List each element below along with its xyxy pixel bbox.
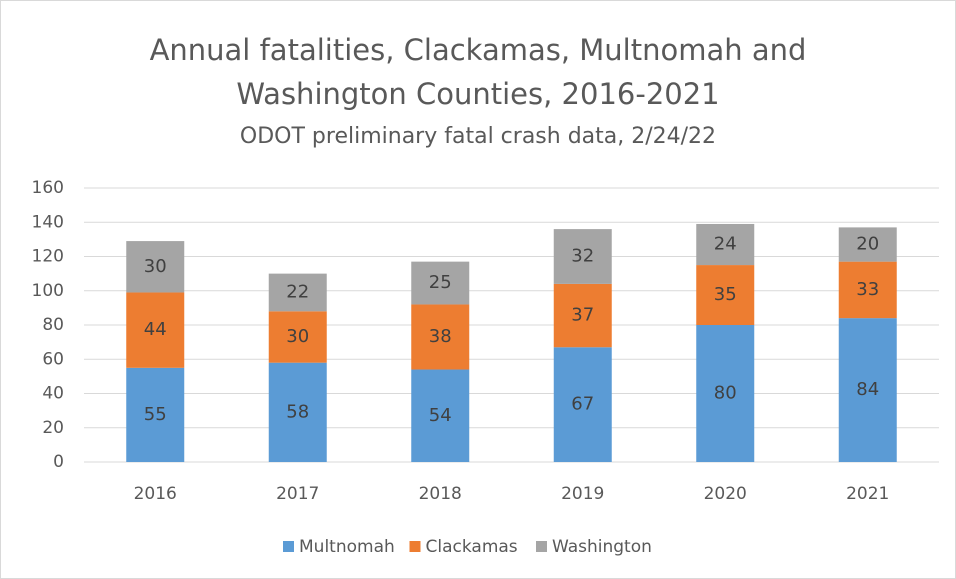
chart-subtitle: ODOT preliminary fatal crash data, 2/24/… bbox=[239, 124, 717, 149]
data-label: 25 bbox=[429, 272, 452, 293]
y-tick-label: 80 bbox=[42, 315, 64, 335]
data-label: 22 bbox=[286, 281, 309, 302]
data-label: 30 bbox=[144, 256, 167, 277]
bar-segment bbox=[838, 227, 897, 262]
legend-swatch bbox=[283, 541, 294, 552]
bar-segment bbox=[553, 283, 612, 348]
legend-label: Clackamas bbox=[426, 537, 518, 557]
data-label: 84 bbox=[856, 379, 879, 400]
bar-segment bbox=[411, 304, 470, 370]
y-tick-label: 100 bbox=[32, 281, 64, 301]
bar-segment bbox=[126, 367, 185, 462]
bar-segment bbox=[696, 325, 755, 462]
x-tick-label: 2018 bbox=[419, 484, 462, 504]
data-label: 54 bbox=[429, 405, 452, 426]
x-tick-label: 2016 bbox=[134, 484, 177, 504]
data-label: 32 bbox=[571, 246, 594, 267]
data-label: 80 bbox=[714, 383, 737, 404]
data-label: 20 bbox=[856, 234, 879, 255]
y-tick-label: 160 bbox=[32, 178, 64, 198]
data-label: 24 bbox=[714, 234, 737, 255]
data-label: 37 bbox=[571, 305, 594, 326]
data-label: 35 bbox=[714, 284, 737, 305]
bar-segment bbox=[126, 241, 185, 293]
y-tick-label: 20 bbox=[42, 418, 64, 438]
x-tick-label: 2021 bbox=[846, 484, 889, 504]
bar-segment bbox=[553, 347, 612, 462]
y-tick-label: 140 bbox=[32, 212, 64, 232]
legend-label: Multnomah bbox=[299, 537, 395, 557]
bar-segment bbox=[838, 261, 897, 319]
legend-swatch bbox=[409, 541, 421, 552]
legend-swatch bbox=[536, 541, 547, 552]
bar-segment bbox=[553, 229, 612, 284]
data-label: 33 bbox=[856, 279, 879, 300]
bar-segment bbox=[268, 273, 327, 312]
bar-segment bbox=[696, 223, 755, 266]
bar-segment bbox=[126, 292, 185, 368]
x-tick-label: 2019 bbox=[561, 484, 604, 504]
bar-segment bbox=[268, 311, 327, 363]
data-label: 67 bbox=[571, 394, 594, 415]
x-tick-label: 2020 bbox=[704, 484, 747, 504]
y-tick-label: 40 bbox=[42, 384, 64, 404]
bar-segment bbox=[411, 369, 470, 462]
y-tick-label: 120 bbox=[32, 247, 64, 267]
bar-segment bbox=[696, 265, 755, 325]
bar-segment bbox=[838, 318, 897, 462]
data-label: 55 bbox=[144, 404, 167, 425]
data-label: 38 bbox=[429, 326, 452, 347]
bar-segment bbox=[268, 362, 327, 462]
data-label: 58 bbox=[286, 401, 309, 422]
chart-title: Annual fatalities, Clackamas, Multnomah … bbox=[149, 33, 807, 111]
y-tick-label: 60 bbox=[42, 349, 64, 369]
x-tick-label: 2017 bbox=[276, 484, 319, 504]
data-label: 44 bbox=[144, 319, 167, 340]
bar-segment bbox=[411, 261, 470, 305]
legend-label: Washington bbox=[552, 537, 652, 557]
data-label: 30 bbox=[286, 326, 309, 347]
y-tick-label: 0 bbox=[53, 452, 64, 472]
